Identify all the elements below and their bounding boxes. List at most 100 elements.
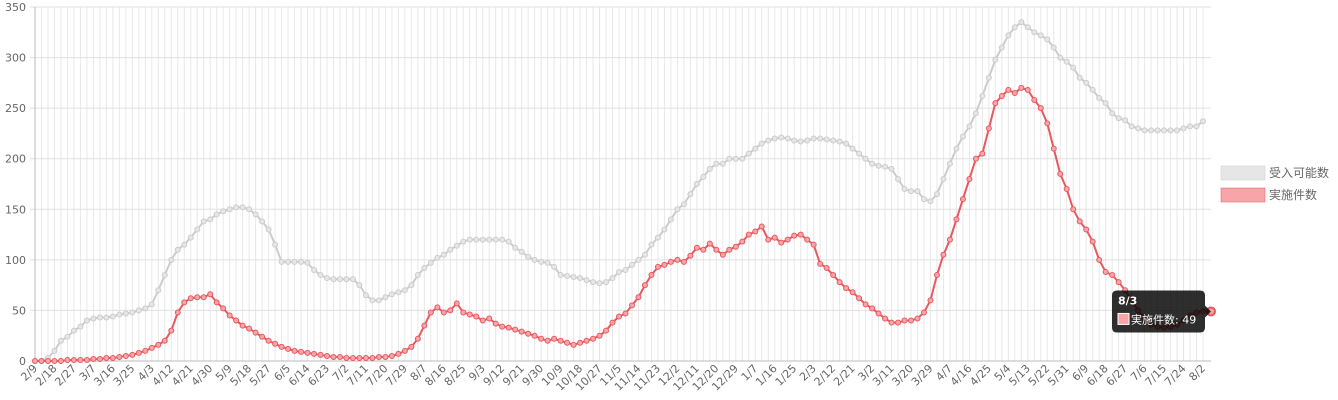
data-point [473,236,480,243]
data-point [168,327,175,334]
data-point [739,238,746,245]
data-point [447,307,454,314]
data-point [862,155,869,162]
data-point [1109,272,1116,279]
data-point [719,251,726,258]
data-point [259,218,266,225]
data-point [590,279,597,286]
x-tick-label: 5/27 [247,362,274,389]
data-point [200,294,207,301]
data-point [103,354,110,361]
data-point [603,279,610,286]
data-point [375,297,382,304]
data-point [674,256,681,263]
data-point [1018,84,1025,91]
data-point [700,173,707,180]
data-point [1148,127,1155,134]
data-point [1018,19,1025,26]
data-point [914,188,921,195]
data-point [466,236,473,243]
data-point [304,259,311,266]
legend-swatch [1220,165,1266,181]
data-point [330,276,337,283]
data-point [856,150,863,157]
data-point [635,294,642,301]
data-point [771,135,778,142]
data-point [570,274,577,281]
data-point [401,347,408,354]
data-point [181,299,188,306]
data-point [869,160,876,167]
data-point [966,123,973,130]
data-point [64,356,71,363]
data-point [1115,115,1122,122]
data-point [233,204,240,211]
data-point [557,272,564,279]
data-point [291,347,298,354]
data-point [1089,86,1096,93]
data-point [687,252,694,259]
data-point [116,311,123,318]
data-point [492,320,499,327]
data-point [505,238,512,245]
data-point [823,264,830,271]
x-tick-label: 2/21 [831,362,858,389]
data-point [486,236,493,243]
data-point [985,74,992,81]
data-point [596,332,603,339]
data-point [317,272,324,279]
tooltip-title: 8/3 [1118,294,1137,307]
legend-label: 実施件数 [1269,187,1317,202]
data-point [479,236,486,243]
data-point [972,110,979,117]
data-point [207,291,214,298]
y-tick-label: 350 [5,1,26,14]
data-point [38,358,45,364]
data-point [343,276,350,283]
data-point [187,234,194,241]
data-point [1167,127,1174,134]
data-point [985,125,992,132]
data-point [1083,79,1090,86]
data-point [959,133,966,140]
legend-label: 受入可能数 [1269,165,1329,180]
data-point [427,309,434,316]
data-point [57,358,64,364]
data-point [1154,127,1161,134]
data-point [252,329,259,336]
legend-swatch [1220,187,1266,203]
data-point [512,244,519,251]
data-point [940,251,947,258]
data-point [382,294,389,301]
data-point [460,309,467,316]
data-point [836,279,843,286]
data-point [1070,64,1077,71]
data-point [622,266,629,273]
data-point [246,206,253,213]
data-point [953,216,960,223]
data-point [908,317,914,324]
data-point [706,240,713,247]
data-point [654,234,661,241]
data-point [369,354,376,361]
data-point [1031,29,1038,36]
data-point [674,206,681,213]
data-point [966,175,973,182]
x-tick-label: 4/25 [967,362,994,389]
x-tick-label: 2/27 [52,362,79,389]
data-point [577,275,584,282]
data-point [1011,24,1018,31]
data-point [1024,24,1031,31]
data-point [421,264,428,271]
data-point [453,242,460,249]
data-point [83,317,90,324]
data-point [1122,117,1129,124]
x-tick-label: 6/27 [1104,362,1131,389]
data-point [434,254,441,261]
data-point [1005,86,1012,93]
data-point [752,145,759,152]
data-point [1024,86,1031,93]
data-point [992,100,999,107]
data-point [797,138,804,145]
data-point [1174,127,1181,134]
